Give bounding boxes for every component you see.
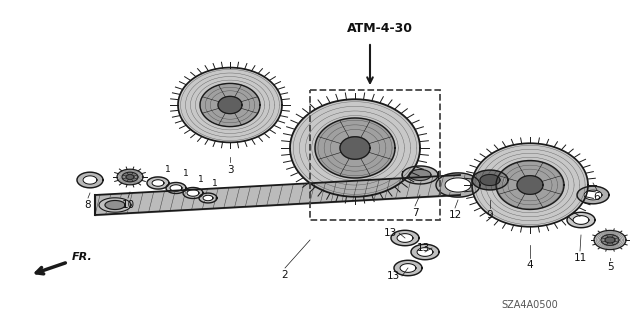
Text: 7: 7 [412, 208, 419, 218]
Text: 12: 12 [449, 210, 461, 220]
Text: 5: 5 [607, 262, 613, 272]
Text: 1: 1 [198, 174, 204, 183]
Polygon shape [496, 160, 564, 210]
Text: 11: 11 [573, 253, 587, 263]
Polygon shape [391, 230, 419, 246]
Polygon shape [117, 169, 143, 185]
Text: 4: 4 [527, 260, 533, 270]
Polygon shape [436, 173, 480, 197]
Text: 13: 13 [384, 228, 397, 238]
Polygon shape [183, 188, 203, 198]
Text: 3: 3 [227, 165, 234, 175]
Polygon shape [290, 99, 420, 197]
Polygon shape [472, 170, 508, 190]
Polygon shape [166, 182, 186, 194]
Polygon shape [480, 174, 500, 186]
Polygon shape [152, 180, 164, 186]
Text: 13: 13 [387, 271, 400, 281]
Polygon shape [402, 166, 438, 184]
Polygon shape [99, 198, 131, 212]
Polygon shape [126, 174, 134, 179]
Text: 1: 1 [183, 169, 189, 179]
Polygon shape [340, 137, 370, 159]
Text: 9: 9 [486, 210, 493, 220]
Text: 8: 8 [84, 200, 92, 210]
Polygon shape [594, 230, 626, 249]
Polygon shape [83, 176, 97, 184]
Text: 2: 2 [282, 270, 288, 280]
Text: ATM-4-30: ATM-4-30 [347, 21, 413, 34]
Polygon shape [199, 193, 217, 203]
Polygon shape [472, 143, 588, 227]
Text: SZA4A0500: SZA4A0500 [502, 300, 558, 310]
Polygon shape [187, 190, 199, 196]
Polygon shape [200, 83, 260, 127]
Polygon shape [105, 201, 125, 210]
Polygon shape [573, 216, 589, 224]
Text: 13: 13 [417, 243, 430, 253]
Polygon shape [409, 169, 431, 181]
Polygon shape [577, 186, 609, 204]
Text: 10: 10 [122, 200, 134, 210]
Polygon shape [584, 190, 602, 200]
Polygon shape [178, 68, 282, 143]
Polygon shape [601, 234, 619, 245]
Polygon shape [400, 263, 416, 272]
Text: 1: 1 [212, 179, 218, 188]
Polygon shape [315, 118, 395, 178]
Polygon shape [203, 195, 213, 201]
Text: 1: 1 [165, 166, 171, 174]
Polygon shape [411, 244, 439, 260]
Polygon shape [122, 172, 138, 182]
Text: 6: 6 [594, 192, 600, 202]
Polygon shape [170, 185, 182, 191]
Polygon shape [147, 177, 169, 189]
Polygon shape [605, 237, 615, 243]
Text: FR.: FR. [72, 252, 93, 262]
Polygon shape [218, 96, 242, 114]
Polygon shape [394, 260, 422, 276]
Polygon shape [445, 178, 471, 192]
Polygon shape [77, 172, 103, 188]
Polygon shape [517, 176, 543, 194]
Polygon shape [567, 212, 595, 228]
Polygon shape [397, 234, 413, 242]
Polygon shape [417, 248, 433, 256]
